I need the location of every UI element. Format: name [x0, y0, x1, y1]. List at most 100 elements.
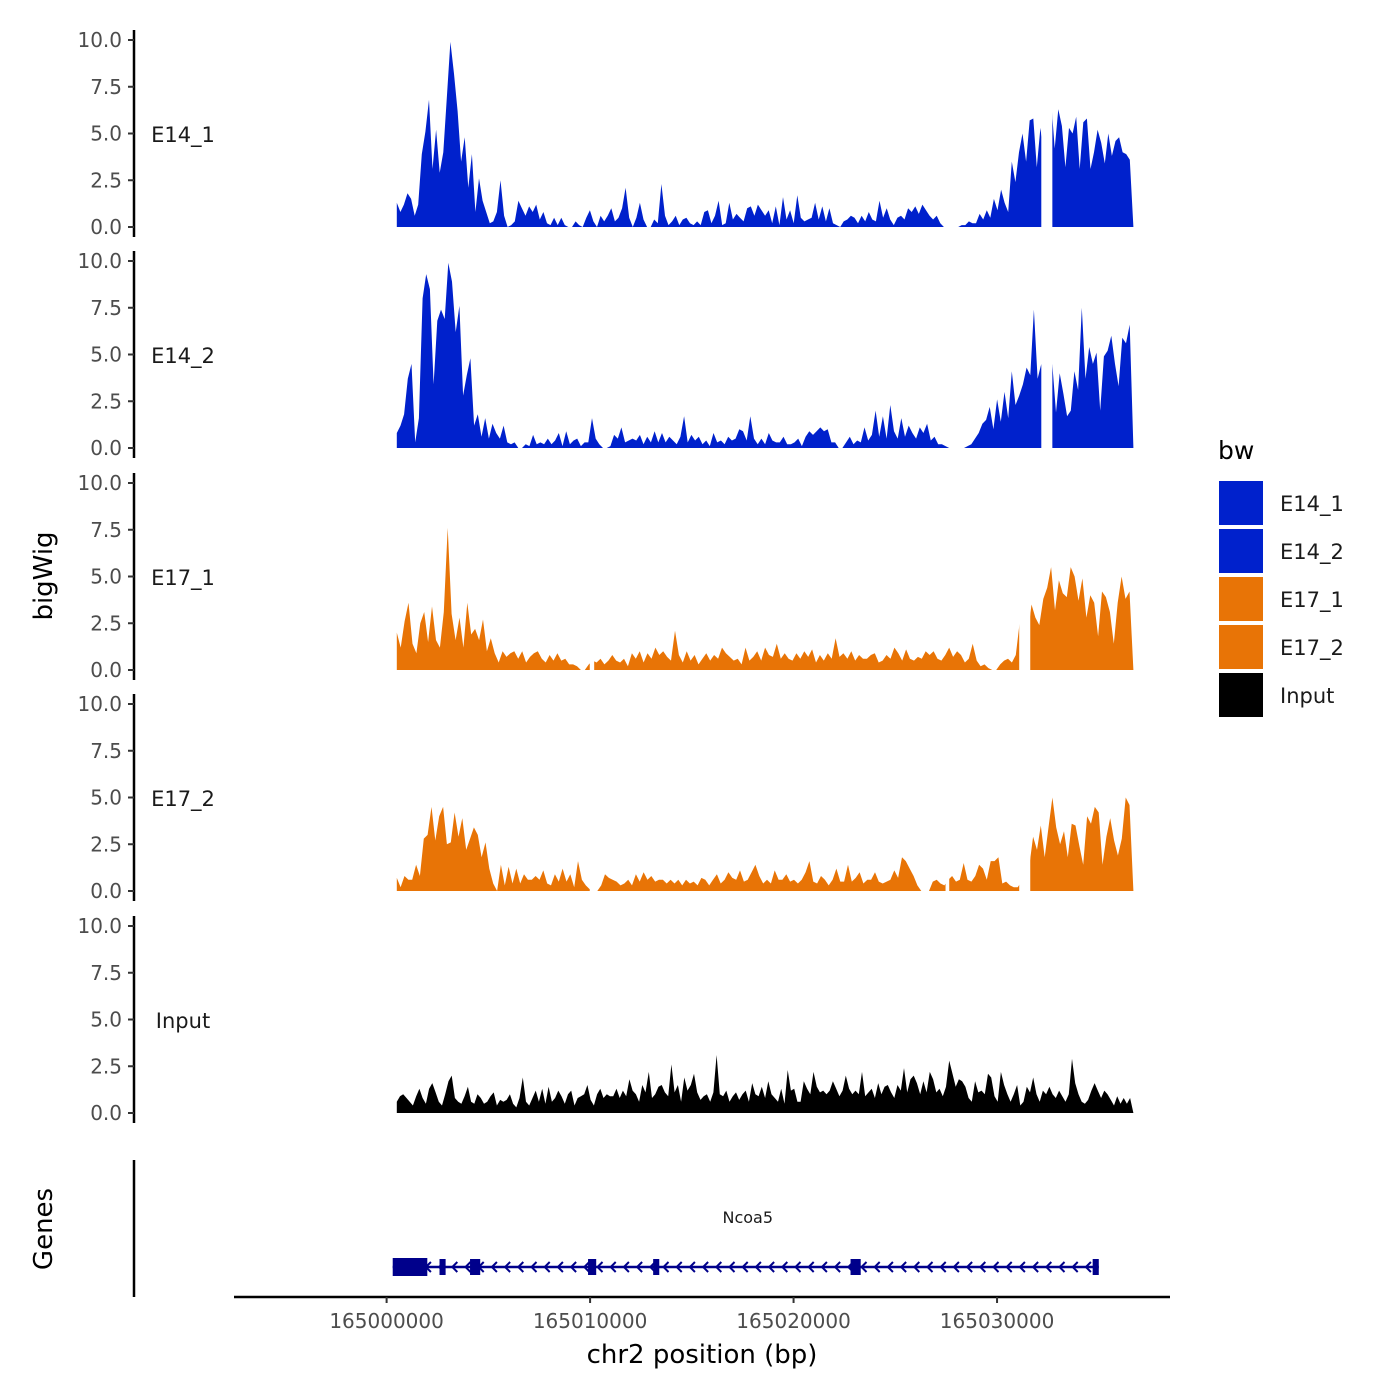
- strand-arrow-icon: [464, 1261, 472, 1273]
- strand-arrow-icon: [767, 1261, 775, 1273]
- strand-arrow-icon: [450, 1261, 459, 1273]
- coverage-area-e14-1: [396, 41, 1134, 228]
- y-tick-label: 7.5: [90, 518, 122, 542]
- coverage-area-e14-2: [396, 262, 1134, 448]
- strand-arrow-icon: [952, 1261, 960, 1273]
- coverage-gap: [589, 704, 596, 892]
- legend-swatch-e17-1: [1217, 575, 1265, 623]
- gene-exon: [1092, 1259, 1099, 1275]
- strand-arrow-icon: [490, 1261, 498, 1273]
- strand-arrow-icon: [675, 1261, 683, 1273]
- coverage-gap: [1041, 40, 1053, 228]
- strand-arrow-icon: [714, 1261, 723, 1273]
- legend-label-e14-1: E14_1: [1280, 492, 1344, 517]
- strand-arrow-icon: [688, 1261, 696, 1273]
- coverage-gap: [1019, 704, 1031, 892]
- y-tick-label: 10.0: [77, 914, 122, 938]
- strand-arrow-icon: [1058, 1261, 1066, 1273]
- strand-arrow-icon: [1018, 1261, 1026, 1273]
- strand-arrow-icon: [569, 1261, 577, 1273]
- strand-arrow-icon: [503, 1261, 511, 1273]
- gene-name-label: Ncoa5: [722, 1208, 773, 1227]
- strand-arrow-icon: [543, 1261, 551, 1273]
- y-tick-label: 2.5: [90, 389, 122, 413]
- y-axis-title: bigWig: [29, 531, 59, 620]
- x-tick-label: 165000000: [329, 1309, 444, 1333]
- strand-arrow-icon: [1071, 1261, 1079, 1273]
- strand-arrow-icon: [635, 1261, 643, 1273]
- strand-arrow-icon: [926, 1261, 934, 1273]
- track-label-e14-1: E14_1: [151, 123, 215, 148]
- legend-label-e17-1: E17_1: [1280, 588, 1344, 613]
- gene-exon: [653, 1259, 660, 1275]
- strand-arrow-icon: [912, 1261, 921, 1273]
- strand-arrow-icon: [780, 1261, 789, 1273]
- x-tick-label: 165030000: [940, 1309, 1055, 1333]
- gene-exon: [470, 1259, 481, 1275]
- y-tick-label: 2.5: [90, 611, 122, 635]
- strand-arrow-icon: [1031, 1261, 1039, 1273]
- y-tick-label: 5.0: [90, 786, 122, 810]
- strand-arrow-icon: [899, 1261, 907, 1273]
- legend-label-e14-2: E14_2: [1280, 540, 1344, 565]
- y-tick-label: 7.5: [90, 961, 122, 985]
- x-tick-label: 165020000: [736, 1309, 851, 1333]
- legend-title: bw: [1218, 436, 1254, 465]
- strand-arrow-icon: [1005, 1261, 1013, 1273]
- track-label-e17-1: E17_1: [151, 566, 215, 591]
- strand-arrow-icon: [939, 1261, 947, 1273]
- coverage-gap: [1041, 261, 1053, 449]
- strand-arrow-icon: [794, 1261, 802, 1273]
- y-tick-label: 2.5: [90, 1054, 122, 1078]
- strand-arrow-icon: [807, 1261, 815, 1273]
- strand-arrow-icon: [701, 1261, 709, 1273]
- x-tick-label: 165010000: [533, 1309, 648, 1333]
- strand-arrow-icon: [820, 1261, 828, 1273]
- strand-arrow-icon: [978, 1261, 987, 1273]
- strand-arrow-icon: [582, 1261, 591, 1273]
- legend-label-input: Input: [1280, 684, 1334, 708]
- strand-arrow-icon: [886, 1261, 894, 1273]
- strand-arrow-icon: [965, 1261, 973, 1273]
- y-tick-label: 0.0: [90, 215, 122, 239]
- strand-arrow-icon: [516, 1261, 525, 1273]
- strand-arrow-icon: [662, 1261, 670, 1273]
- strand-arrow-icon: [728, 1261, 736, 1273]
- gene-exon: [850, 1259, 861, 1275]
- y-tick-label: 0.0: [90, 436, 122, 460]
- y-tick-label: 2.5: [90, 168, 122, 192]
- y-tick-label: 2.5: [90, 832, 122, 856]
- gene-exon: [588, 1259, 597, 1275]
- coverage-gap: [1019, 483, 1031, 671]
- y-tick-label: 7.5: [90, 296, 122, 320]
- strand-arrow-icon: [1084, 1261, 1092, 1273]
- strand-arrow-icon: [741, 1261, 749, 1273]
- legend-swatch-e14-1: [1217, 479, 1265, 527]
- track-label-e17-2: E17_2: [151, 787, 215, 812]
- strand-arrow-icon: [992, 1261, 1000, 1273]
- coverage-area-e17-1: [396, 527, 1134, 670]
- coverage-area-e17-2: [396, 797, 1134, 891]
- legend-swatch-e17-2: [1217, 623, 1265, 671]
- legend-swatch-input: [1217, 671, 1265, 719]
- y-tick-label: 5.0: [90, 122, 122, 146]
- strand-arrow-icon: [754, 1261, 762, 1273]
- y-tick-label: 10.0: [77, 28, 122, 52]
- strand-arrow-icon: [873, 1261, 881, 1273]
- y-tick-label: 7.5: [90, 739, 122, 763]
- strand-arrow-icon: [833, 1261, 841, 1273]
- strand-arrow-icon: [622, 1261, 630, 1273]
- strand-arrow-icon: [596, 1261, 604, 1273]
- y-tick-label: 5.0: [90, 1008, 122, 1032]
- y-tick-label: 10.0: [77, 249, 122, 273]
- legend-swatch-e14-2: [1217, 527, 1265, 575]
- strand-arrow-icon: [609, 1261, 617, 1273]
- y-tick-label: 5.0: [90, 343, 122, 367]
- y-tick-label: 5.0: [90, 565, 122, 589]
- strand-arrow-icon: [556, 1261, 564, 1273]
- strand-arrow-icon: [1044, 1261, 1053, 1273]
- legend-label-e17-2: E17_2: [1280, 636, 1344, 661]
- y-tick-label: 0.0: [90, 658, 122, 682]
- x-axis-title: chr2 position (bp): [587, 1340, 818, 1370]
